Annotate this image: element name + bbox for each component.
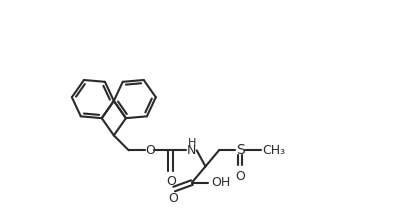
- Text: OH: OH: [212, 176, 231, 189]
- Text: O: O: [166, 175, 176, 188]
- Text: N: N: [187, 144, 197, 157]
- Text: O: O: [168, 192, 178, 205]
- Text: H: H: [188, 138, 196, 148]
- Text: S: S: [236, 143, 244, 157]
- Text: O: O: [235, 170, 245, 183]
- Text: CH₃: CH₃: [262, 144, 285, 157]
- Text: O: O: [145, 144, 155, 157]
